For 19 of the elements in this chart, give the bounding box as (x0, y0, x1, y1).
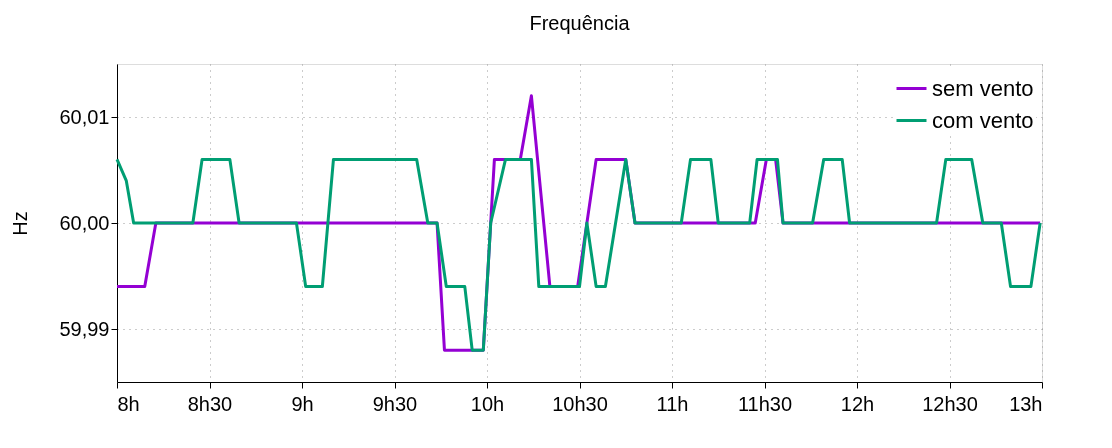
y-axis-title: Hz (9, 211, 32, 236)
x-tick-label: 12h30 (922, 392, 978, 415)
y-tick-label: 60,01 (59, 105, 110, 128)
y-tick-label: 59,99 (59, 317, 110, 340)
x-tick-label: 13h (1009, 392, 1043, 415)
x-tick-label: 8h30 (187, 392, 233, 415)
y-tick-label: 60,00 (59, 211, 110, 234)
x-tick-label: 11h (656, 392, 689, 415)
x-tick-label: 8h (117, 392, 140, 415)
legend-label: sem vento (932, 75, 1034, 101)
x-tick-label: 12h (840, 392, 875, 415)
chart-title: Frequência (529, 12, 631, 34)
x-tick-label: 9h30 (372, 392, 418, 415)
legend-label: com vento (932, 107, 1034, 133)
x-tick-label: 10h30 (552, 392, 608, 415)
x-tick-label: 11h30 (737, 392, 793, 415)
x-tick-label: 10h (470, 392, 505, 415)
x-tick-label: 9h (291, 392, 314, 415)
line-series (115, 157, 1042, 352)
